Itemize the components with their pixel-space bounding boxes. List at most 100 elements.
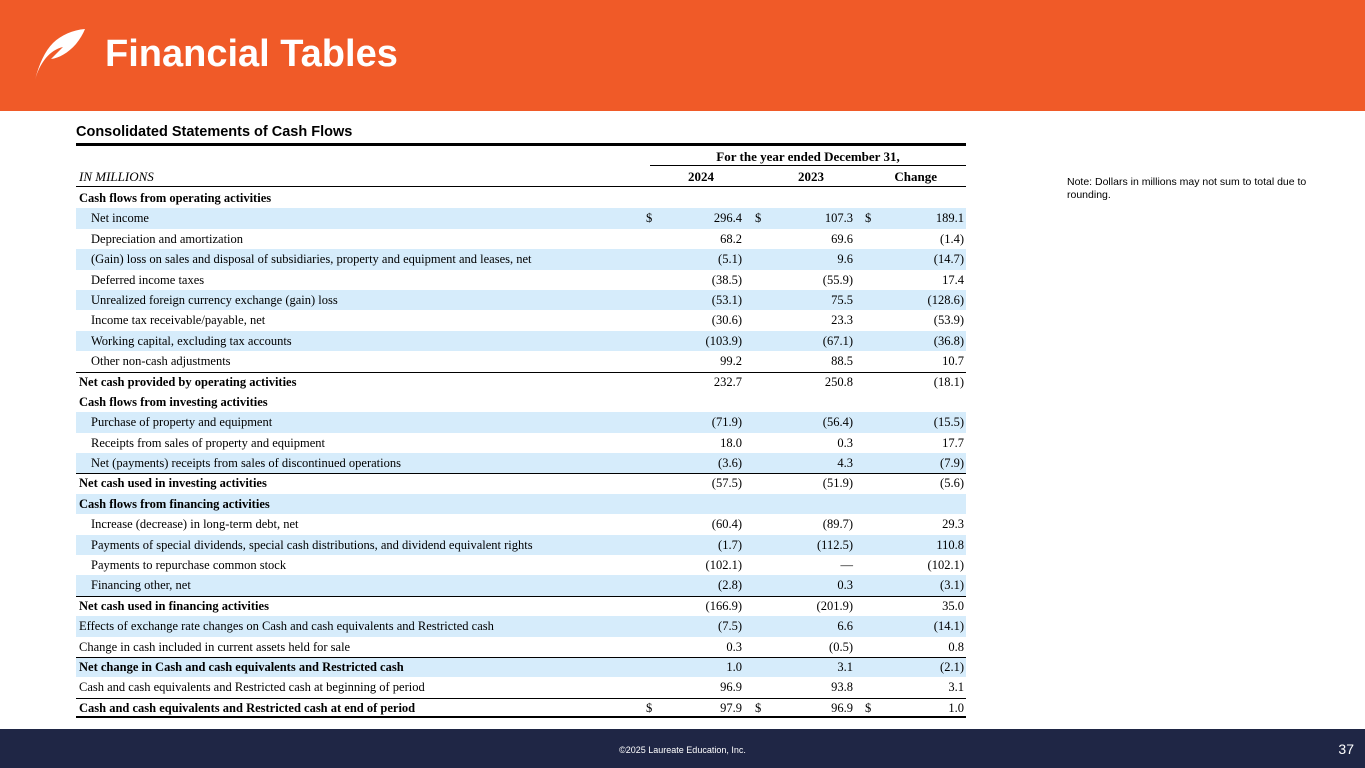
table-row: Cash flows from financing activities — [76, 493, 966, 515]
value-2024: 296.4 — [713, 211, 742, 226]
row-label: Net income — [91, 211, 149, 226]
row-label: Cash and cash equivalents and Restricted… — [79, 700, 416, 715]
row-label: Cash flows from operating activities — [79, 191, 272, 205]
value-change: (3.1) — [940, 578, 964, 593]
row-label: Net cash used in financing activities — [79, 598, 269, 613]
copyright-text: ©2025 Laureate Education, Inc. — [619, 745, 746, 755]
table-row: Cash and cash equivalents and Restricted… — [76, 677, 966, 697]
value-2023: 69.6 — [831, 231, 853, 246]
value-change: (18.1) — [933, 374, 964, 389]
value-2024: (166.9) — [705, 598, 742, 613]
value-change: 17.7 — [942, 435, 964, 450]
currency-symbol: $ — [646, 211, 653, 226]
row-label: (Gain) loss on sales and disposal of sub… — [91, 252, 532, 267]
value-2023: (201.9) — [816, 598, 853, 613]
value-2023: (0.5) — [829, 639, 853, 654]
currency-symbol: $ — [646, 700, 653, 715]
table-row: Net cash used in investing activities (57… — [76, 473, 966, 493]
column-header-2023: 2023 — [798, 169, 824, 184]
currency-symbol: $ — [865, 700, 872, 715]
rounding-note: Note: Dollars in millions may not sum to… — [1067, 176, 1307, 201]
value-2023: (89.7) — [822, 517, 853, 532]
value-2024: (1.7) — [718, 537, 742, 552]
row-label: Working capital, excluding tax accounts — [91, 333, 292, 348]
table-top-rule — [76, 143, 966, 146]
row-label: Cash and cash equivalents and Restricted… — [79, 680, 425, 695]
value-change: 110.8 — [936, 537, 964, 552]
value-change: 35.0 — [942, 598, 964, 613]
period-rule — [650, 165, 966, 166]
value-change: 3.1 — [948, 680, 964, 695]
value-2023: (51.9) — [822, 476, 853, 491]
table-row: Net change in Cash and cash equivalents … — [76, 656, 966, 678]
row-label: Change in cash included in current asset… — [79, 639, 351, 654]
row-label: Financing other, net — [91, 578, 191, 593]
row-label: Net cash used in investing activities — [79, 476, 267, 491]
value-2023: (56.4) — [822, 415, 853, 430]
table-row: Working capital, excluding tax accounts (… — [76, 330, 966, 352]
table-row: Increase (decrease) in long-term debt, n… — [76, 514, 966, 534]
value-2024: 0.3 — [726, 639, 742, 654]
value-2024: (38.5) — [711, 272, 742, 287]
table-row: Depreciation and amortization 68.2 69.6 (1.… — [76, 229, 966, 249]
value-change: 17.4 — [942, 272, 964, 287]
value-2024: 68.2 — [720, 231, 742, 246]
table-row: Net cash provided by operating activitie… — [76, 372, 966, 392]
value-2023: 0.3 — [837, 578, 853, 593]
table-row: Net income $ $ $296.4 107.3 189.1 — [76, 208, 966, 229]
column-header-row: IN MILLIONS 2024 2023 Change — [76, 169, 966, 186]
value-2024: (57.5) — [711, 476, 742, 491]
value-2024: 232.7 — [713, 374, 742, 389]
units-label: IN MILLIONS — [79, 169, 154, 184]
table-row: Net (payments) receipts from sales of di… — [76, 453, 966, 474]
value-2023: 250.8 — [824, 374, 853, 389]
table-row: Other non-cash adjustments 99.2 88.5 10.7 — [76, 351, 966, 371]
value-2023: 6.6 — [837, 619, 853, 634]
row-label: Purchase of property and equipment — [91, 415, 273, 430]
value-2024: (2.8) — [718, 578, 742, 593]
value-2023: 75.5 — [831, 292, 853, 307]
value-change: (128.6) — [927, 292, 964, 307]
table-body: Cash flows from operating activities Net … — [76, 188, 966, 718]
row-label: Income tax receivable/payable, net — [91, 313, 266, 328]
value-change: (15.5) — [933, 415, 964, 430]
value-2024: 96.9 — [720, 680, 742, 695]
table-row: Unrealized foreign currency exchange (ga… — [76, 289, 966, 311]
currency-symbol: $ — [755, 700, 762, 715]
row-label: Net (payments) receipts from sales of di… — [91, 456, 401, 471]
table-row: Financing other, net (2.8) 0.3 (3.1) — [76, 575, 966, 596]
value-change: (53.9) — [933, 313, 964, 328]
header-bar: Financial Tables — [0, 0, 1365, 111]
leaf-icon — [35, 29, 85, 80]
table-row: Effects of exchange rate changes on Cash… — [76, 616, 966, 637]
value-2023: 96.9 — [831, 700, 853, 715]
value-2023: 9.6 — [837, 252, 853, 267]
header-rule — [76, 186, 966, 187]
table-row: Cash flows from operating activities — [76, 188, 966, 208]
value-2023: (67.1) — [822, 333, 853, 348]
value-2024: (7.5) — [718, 619, 742, 634]
row-label: Depreciation and amortization — [91, 231, 244, 246]
value-2024: 1.0 — [726, 659, 742, 674]
value-change: (2.1) — [940, 659, 964, 674]
table-row: Payments to repurchase common stock (102.… — [76, 555, 966, 575]
value-change: (14.1) — [933, 619, 964, 634]
value-change: (14.7) — [933, 252, 964, 267]
table-row: Receipts from sales of property and equi… — [76, 433, 966, 453]
value-change: (1.4) — [940, 231, 964, 246]
page-title: Financial Tables — [105, 33, 398, 75]
table-row: Deferred income taxes (38.5) (55.9) 17.4 — [76, 270, 966, 290]
value-2023: 23.3 — [831, 313, 853, 328]
period-header: For the year ended December 31, — [716, 149, 900, 164]
value-2023: (55.9) — [822, 272, 853, 287]
column-header-change: Change — [894, 169, 937, 184]
row-label: Net change in Cash and cash equivalents … — [79, 659, 404, 674]
table-row: Cash flows from investing activities — [76, 392, 966, 412]
value-change: 0.8 — [948, 639, 964, 654]
value-2023: 88.5 — [831, 354, 853, 369]
value-2023: — — [840, 558, 854, 573]
row-label: Unrealized foreign currency exchange (ga… — [91, 292, 338, 307]
row-label: Other non-cash adjustments — [91, 354, 231, 369]
value-2023: 93.8 — [831, 680, 853, 695]
value-change: 189.1 — [935, 211, 964, 226]
